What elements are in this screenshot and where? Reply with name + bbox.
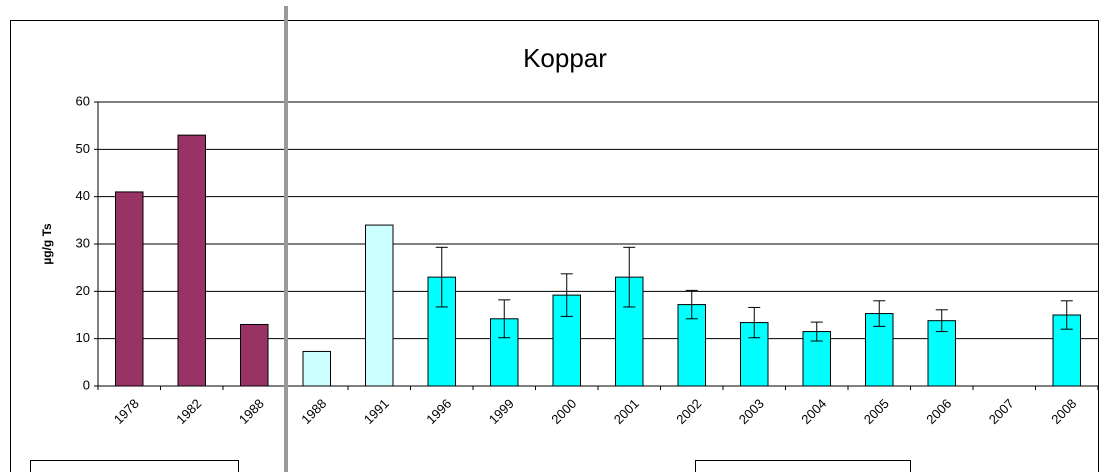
- x-tick-label: 2005: [861, 396, 892, 427]
- x-tick-label: 2001: [611, 396, 642, 427]
- x-tick-label: 2000: [548, 396, 579, 427]
- x-tick-label: 1988: [236, 396, 267, 427]
- bar: [177, 134, 206, 387]
- x-tick-label: 1982: [173, 396, 204, 427]
- y-tick-label: 20: [76, 283, 90, 298]
- bar: [927, 320, 956, 387]
- plot: 0 10 20 30 40 50 60 1978 1982 1988 1988 1991 1996 199…: [76, 93, 1099, 427]
- x-tick-label: 2007: [986, 396, 1017, 427]
- y-tick-label: 30: [76, 235, 90, 250]
- box: [695, 460, 911, 472]
- x-tick-label: 2006: [923, 396, 954, 427]
- y-tick-label: 60: [76, 93, 90, 108]
- x-tick-label: 1988: [298, 396, 329, 427]
- x-tick-label: 2004: [798, 396, 829, 427]
- x-tick-label: 2002: [673, 396, 704, 427]
- x-tick-label: 2008: [1048, 396, 1079, 427]
- x-tick-label: 1991: [361, 396, 392, 427]
- chart-title: Koppar: [523, 43, 607, 73]
- chart-border: [10, 20, 1099, 472]
- box: [30, 460, 239, 472]
- y-tick-label: 50: [76, 141, 90, 156]
- bar: [240, 323, 269, 387]
- bar: [365, 224, 394, 387]
- y-tick-label: 40: [76, 188, 90, 203]
- bar: [115, 191, 144, 387]
- x-tick-label: 1999: [486, 396, 517, 427]
- x-tick-label: 1996: [423, 396, 454, 427]
- y-tick-label: 0: [83, 377, 90, 392]
- y-axis-label: µg/g Ts: [40, 223, 54, 265]
- x-tick-label: 1978: [111, 396, 142, 427]
- y-tick-label: 10: [76, 330, 90, 345]
- x-tick-label: 2003: [736, 396, 767, 427]
- bar: [302, 350, 331, 387]
